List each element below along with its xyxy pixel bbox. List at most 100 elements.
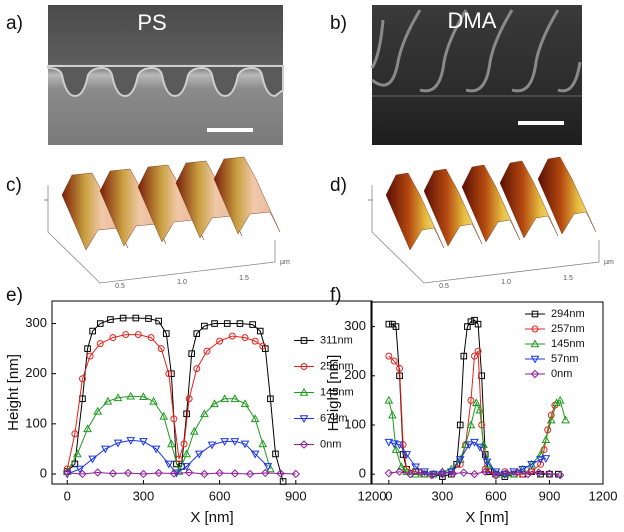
marker: [180, 440, 188, 448]
y-tick-label: 100: [344, 416, 366, 431]
afm-ridge: [499, 160, 559, 239]
x-tick-label: 900: [539, 488, 561, 503]
marker: [390, 357, 398, 365]
marker: [236, 320, 244, 327]
marker: [230, 394, 240, 403]
marker: [474, 320, 482, 328]
marker: [109, 334, 117, 342]
marker: [427, 470, 436, 480]
sem-trench-profile: [47, 65, 284, 98]
series-line: [66, 395, 271, 473]
marker: [470, 469, 479, 479]
marker: [448, 469, 458, 478]
afm-tick-label: 1.5: [563, 275, 573, 282]
marker: [420, 468, 429, 477]
legend-label: 57nm: [551, 353, 579, 365]
marker: [182, 463, 191, 471]
marker: [267, 395, 274, 403]
sample-label: PS: [137, 10, 166, 35]
marker: [188, 350, 195, 357]
marker: [552, 398, 561, 407]
afm-ridge: [461, 164, 521, 243]
marker: [230, 469, 240, 478]
marker: [126, 391, 136, 400]
marker: [518, 465, 528, 474]
series-line: [67, 471, 296, 475]
marker: [536, 456, 545, 464]
marker: [261, 468, 270, 478]
marker: [540, 446, 548, 454]
marker: [299, 415, 309, 424]
marker: [534, 468, 543, 477]
marker: [456, 421, 464, 429]
marker: [210, 399, 219, 408]
marker: [513, 467, 522, 477]
marker: [122, 331, 130, 339]
legend-label: 145nm: [320, 386, 354, 398]
marker: [193, 365, 201, 373]
marker: [139, 438, 148, 446]
marker: [228, 332, 236, 340]
marker: [203, 347, 211, 355]
marker: [547, 411, 555, 419]
scale-bar: [518, 121, 564, 125]
panel-label: c): [6, 175, 22, 196]
marker: [88, 455, 97, 464]
marker: [459, 468, 469, 477]
marker: [103, 396, 113, 405]
sample-label: DMA: [448, 8, 497, 33]
panel-label: a): [6, 13, 23, 34]
y-tick-label: 200: [25, 365, 47, 380]
marker: [391, 445, 401, 453]
marker: [157, 345, 165, 353]
afm-tick-label: 0.5: [439, 283, 449, 290]
legend-label: 256nm: [320, 360, 354, 372]
marker: [211, 320, 218, 327]
marker: [145, 315, 152, 322]
y-tick-label: 200: [344, 367, 366, 382]
x-tick-label: 600: [485, 488, 507, 503]
marker: [193, 330, 201, 337]
marker: [155, 317, 162, 325]
marker: [475, 443, 485, 452]
marker: [139, 392, 148, 401]
series-line: [66, 334, 264, 470]
marker: [475, 405, 485, 414]
marker: [411, 463, 420, 472]
marker: [194, 450, 204, 459]
marker: [201, 322, 208, 330]
marker: [464, 323, 471, 330]
marker: [384, 395, 394, 404]
marker: [537, 460, 545, 468]
marker: [531, 325, 539, 333]
plot-frame: [51, 300, 373, 485]
afm-tick-label: 1.0: [177, 279, 187, 286]
marker: [220, 394, 230, 403]
afm-unit: µm: [280, 259, 290, 266]
marker: [259, 342, 267, 350]
marker: [396, 364, 404, 372]
marker: [108, 469, 118, 478]
marker: [93, 406, 103, 415]
marker: [258, 439, 268, 448]
marker: [467, 396, 475, 404]
marker: [545, 469, 554, 478]
marker: [384, 468, 394, 478]
x-tick-label: 1200: [589, 488, 618, 503]
afm-frame: [371, 185, 600, 284]
x-tick-label: 1200: [358, 488, 387, 503]
marker: [139, 469, 148, 479]
series-line: [388, 399, 567, 475]
marker: [263, 463, 273, 471]
marker: [185, 395, 193, 403]
marker: [385, 320, 393, 328]
marker: [470, 438, 479, 447]
legend-label: 0nm: [320, 438, 341, 450]
y-tick-label: 300: [25, 315, 47, 330]
x-tick-label: 300: [133, 488, 155, 503]
marker: [446, 468, 456, 477]
afm-ridge: [537, 156, 597, 235]
panel-label: d): [330, 175, 347, 196]
marker: [207, 441, 217, 450]
